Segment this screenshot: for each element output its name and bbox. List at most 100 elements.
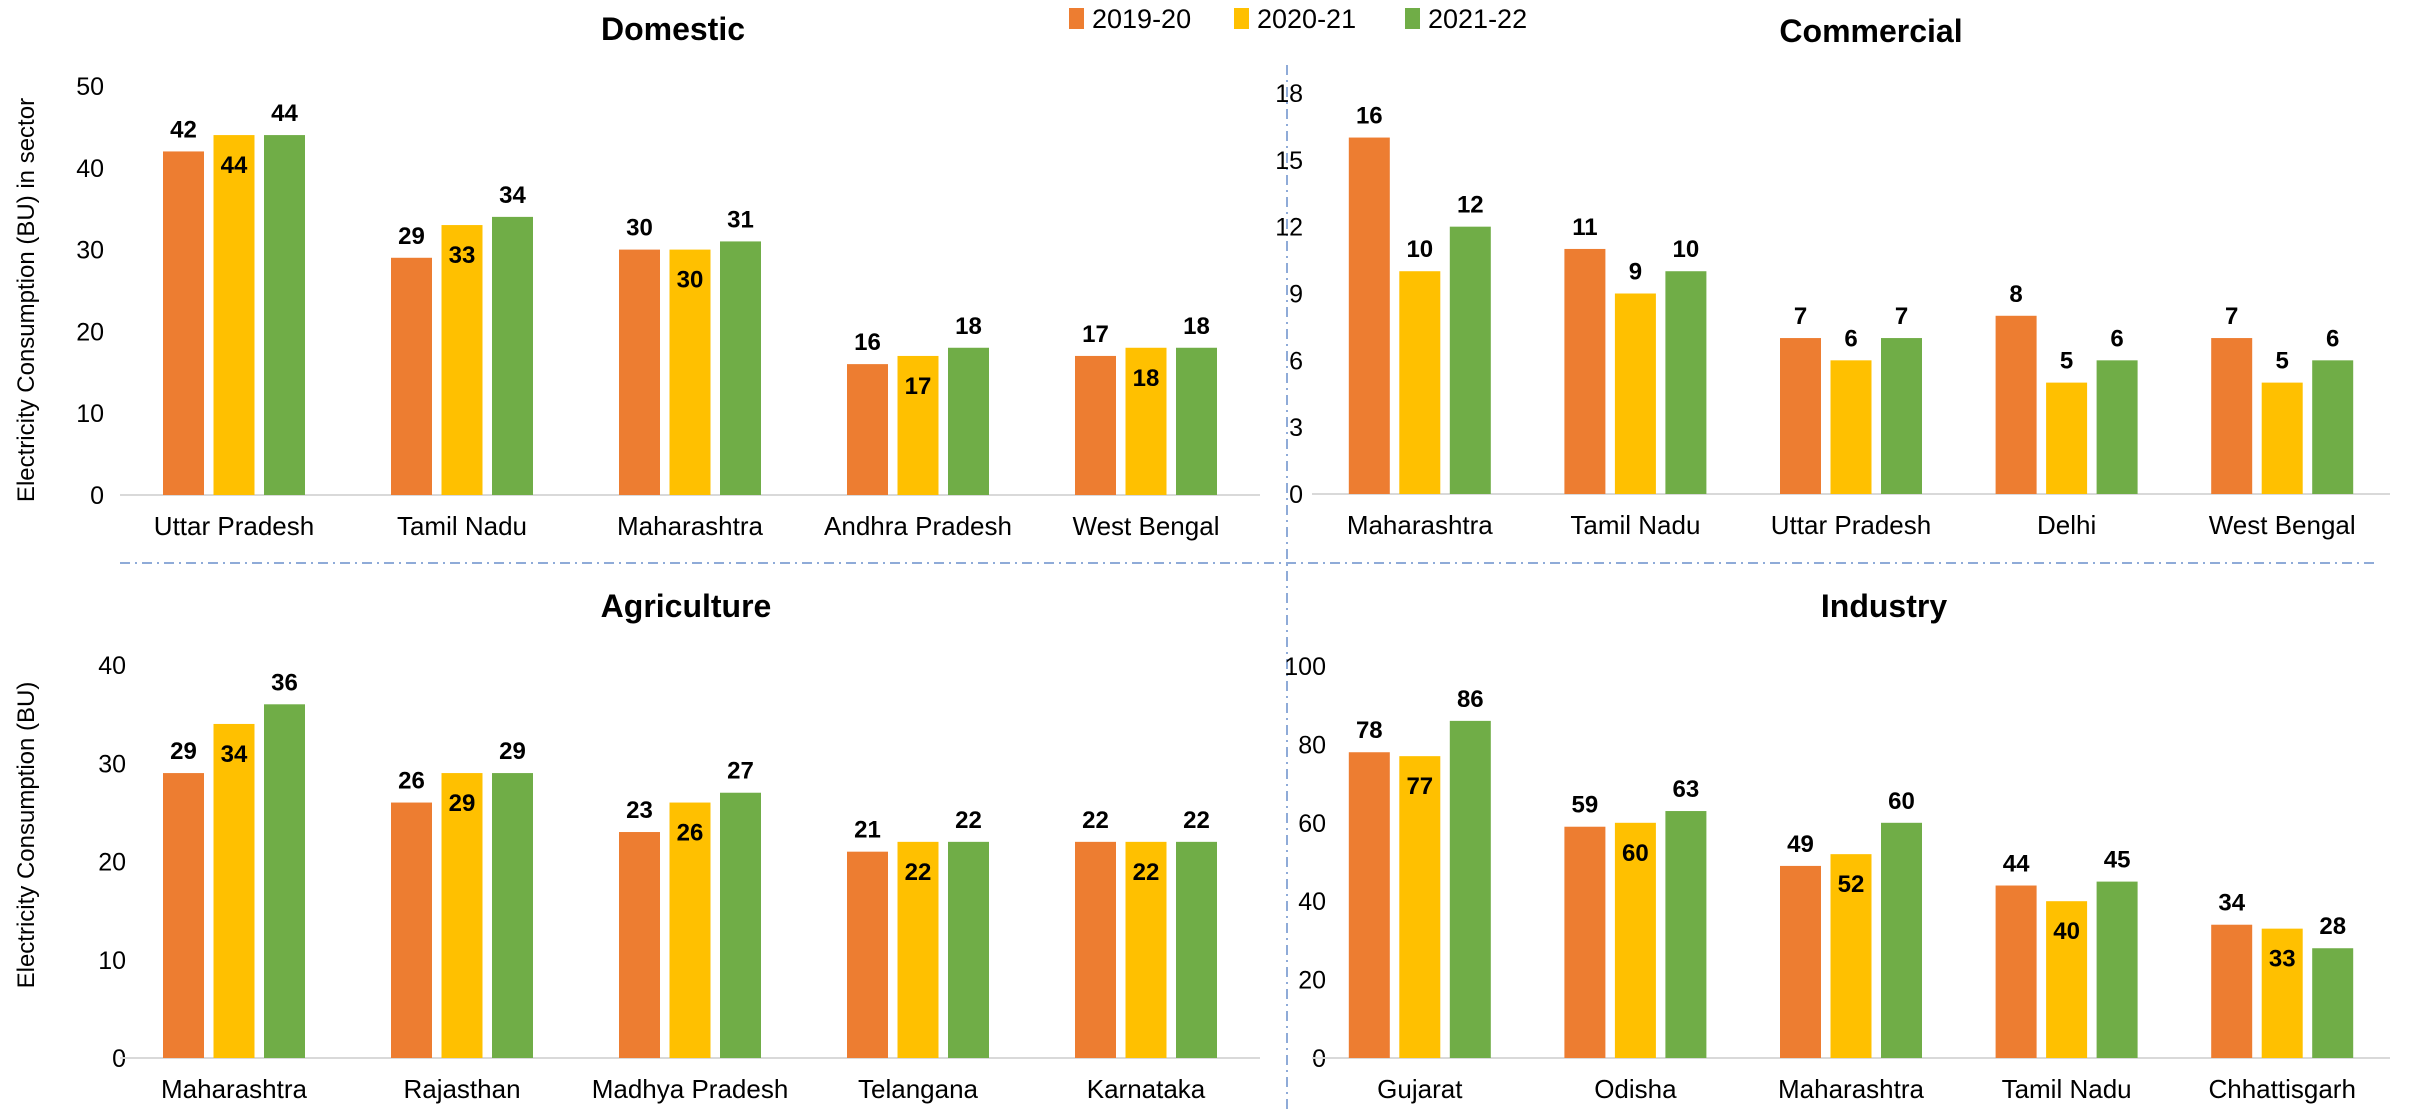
x-tick-label: Madhya Pradesh xyxy=(592,1074,789,1104)
legend-label: 2021-22 xyxy=(1428,4,1527,34)
x-tick-label: Maharashtra xyxy=(1778,1074,1924,1104)
bar-2019-20 xyxy=(2211,924,2253,1058)
y-tick-label: 20 xyxy=(1298,967,1326,995)
data-label: 8 xyxy=(2009,281,2022,308)
data-label: 18 xyxy=(1183,313,1210,340)
data-label: 7 xyxy=(2225,303,2238,330)
y-tick-label: 10 xyxy=(98,947,126,975)
data-label: 11 xyxy=(1572,214,1597,241)
data-label: 18 xyxy=(955,313,982,340)
x-tick-label: Chhattisgarh xyxy=(2208,1074,2355,1104)
y-tick-label: 12 xyxy=(1275,214,1303,242)
bar-2021-22 xyxy=(2096,881,2138,1058)
bar-2019-20 xyxy=(163,151,204,495)
bar-2021-22 xyxy=(2312,360,2354,494)
data-label: 31 xyxy=(727,206,754,233)
data-label: 34 xyxy=(2218,890,2245,917)
bar-2021-22 xyxy=(1176,347,1217,495)
legend-label: 2020-21 xyxy=(1257,4,1356,34)
bar-2021-22 xyxy=(1665,271,1707,494)
x-tick-label: Maharashtra xyxy=(617,511,763,541)
bar-2019-20 xyxy=(2211,338,2253,494)
data-label: 33 xyxy=(2269,946,2296,973)
data-label: 40 xyxy=(2053,918,2080,945)
x-tick-label: West Bengal xyxy=(2209,510,2356,540)
y-tick-label: 40 xyxy=(98,652,126,680)
y-tick-label: 0 xyxy=(1289,481,1303,509)
data-label: 7 xyxy=(1794,303,1807,330)
data-label: 26 xyxy=(677,820,704,847)
bar-2020-21 xyxy=(1125,347,1167,495)
bar-2020-21 xyxy=(441,225,483,495)
data-label: 10 xyxy=(1673,236,1700,263)
y-axis-label-top: Electricity Consumption (BU) in sector xyxy=(13,98,40,502)
bar-2021-22 xyxy=(2096,360,2138,494)
chart-title: Industry xyxy=(1821,588,1947,624)
bar-2019-20 xyxy=(619,249,660,495)
y-tick-label: 6 xyxy=(1289,347,1303,375)
x-tick-label: Tamil Nadu xyxy=(2002,1074,2132,1104)
data-label: 29 xyxy=(170,738,197,765)
y-tick-label: 0 xyxy=(90,482,104,510)
legend-swatch xyxy=(1069,8,1084,29)
y-tick-label: 100 xyxy=(1284,653,1326,681)
x-tick-label: West Bengal xyxy=(1073,511,1220,541)
legend-item-2020-21: 2020-21 xyxy=(1234,4,1356,34)
bar-2020-21 xyxy=(1125,841,1167,1058)
bar-2020-21 xyxy=(1399,756,1441,1058)
x-tick-label: Maharashtra xyxy=(1347,510,1493,540)
data-label: 44 xyxy=(221,152,248,179)
bar-2019-20 xyxy=(1780,338,1821,494)
y-tick-label: 3 xyxy=(1289,414,1303,442)
data-label: 29 xyxy=(398,223,425,250)
bar-2020-21 xyxy=(897,841,939,1058)
panel-industry: Industry020406080100787786Gujarat596063O… xyxy=(1284,588,2390,1104)
bar-2021-22 xyxy=(1449,720,1491,1058)
bar-2019-20 xyxy=(391,257,432,495)
legend-item-2019-20: 2019-20 xyxy=(1069,4,1191,34)
data-label: 5 xyxy=(2060,348,2073,375)
data-label: 29 xyxy=(449,790,476,817)
data-label: 10 xyxy=(1406,236,1433,263)
x-tick-label: Tamil Nadu xyxy=(1570,510,1700,540)
data-label: 29 xyxy=(499,738,526,765)
data-label: 45 xyxy=(2104,847,2131,874)
x-tick-label: Karnataka xyxy=(1087,1074,1206,1104)
bar-2021-22 xyxy=(1881,338,1922,494)
y-tick-label: 20 xyxy=(76,318,104,346)
y-tick-label: 50 xyxy=(76,73,104,101)
bar-2020-21 xyxy=(897,355,939,495)
bar-2019-20 xyxy=(163,773,204,1058)
bar-2019-20 xyxy=(1075,355,1116,495)
y-tick-label: 80 xyxy=(1298,731,1326,759)
x-tick-label: Gujarat xyxy=(1377,1074,1463,1104)
bar-2020-21 xyxy=(1399,271,1441,494)
data-label: 9 xyxy=(1629,259,1642,286)
bar-2021-22 xyxy=(264,135,305,495)
x-tick-label: Uttar Pradesh xyxy=(1771,510,1931,540)
x-tick-label: Tamil Nadu xyxy=(397,511,527,541)
data-label: 22 xyxy=(905,859,932,886)
data-label: 22 xyxy=(1133,859,1160,886)
legend-swatch xyxy=(1405,8,1420,29)
bar-2021-22 xyxy=(948,841,989,1058)
panel-agriculture: Agriculture 0 10 20 30 40 29 34 36 Maharashtra 26 2… xyxy=(98,588,1260,1104)
panel-commercial: Commercial 0 3 6 9 12 15 18 16 10 12 Maharashtra 11 9… xyxy=(1275,13,2390,540)
bar-2020-21 xyxy=(2046,901,2088,1058)
data-label: 12 xyxy=(1457,192,1484,219)
bar-2020-21 xyxy=(669,249,711,495)
legend-item-2021-22: 2021-22 xyxy=(1405,4,1527,34)
data-label: 23 xyxy=(626,797,653,824)
data-label: 44 xyxy=(2003,851,2030,878)
bar-2019-20 xyxy=(1564,826,1606,1058)
data-label: 7 xyxy=(1895,303,1908,330)
y-tick-label: 30 xyxy=(76,237,104,265)
bar-2021-22 xyxy=(492,773,533,1058)
bar-2021-22 xyxy=(1449,226,1491,494)
data-label: 22 xyxy=(1183,807,1210,834)
bar-2019-20 xyxy=(1995,315,2037,494)
bar-2020-21 xyxy=(669,802,711,1058)
data-label: 5 xyxy=(2276,348,2289,375)
data-label: 21 xyxy=(854,817,881,844)
